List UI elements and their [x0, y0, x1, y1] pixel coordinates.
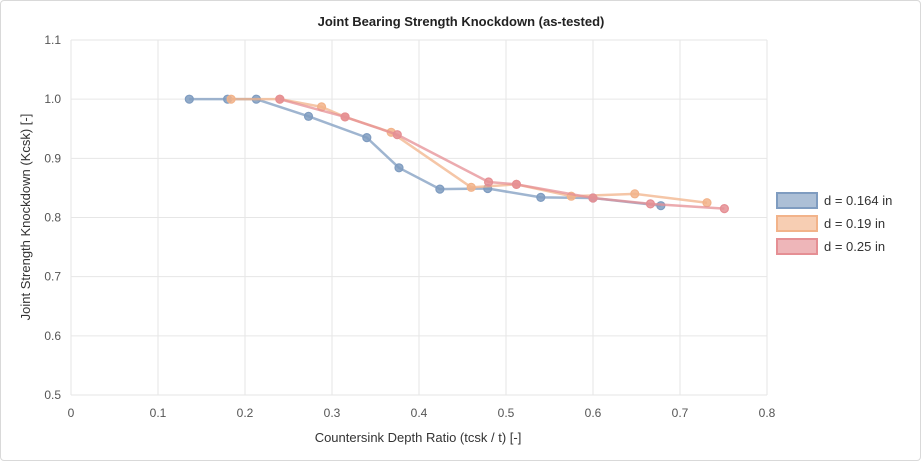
data-point — [630, 189, 640, 199]
x-axis-ticks: 0 0.1 0.2 0.3 0.4 0.5 0.6 0.7 0.8 — [68, 406, 776, 420]
x-tick-label: 0.1 — [150, 406, 167, 420]
data-point — [484, 177, 494, 187]
x-tick-label: 0 — [68, 406, 75, 420]
series-layer — [184, 94, 729, 214]
data-point — [466, 182, 476, 192]
y-tick-label: 0.7 — [44, 270, 61, 284]
data-point — [184, 94, 194, 104]
series-line — [279, 97, 725, 210]
data-point — [392, 130, 402, 140]
y-tick-label: 1.0 — [44, 92, 61, 106]
series-2 — [226, 94, 712, 208]
data-point — [226, 94, 236, 104]
legend: d = 0.164 in d = 0.19 in d = 0.25 in — [776, 192, 892, 255]
x-tick-label: 0.7 — [672, 406, 689, 420]
data-point — [340, 112, 350, 122]
legend-swatch — [776, 238, 818, 255]
chart-title: Joint Bearing Strength Knockdown (as-tes… — [318, 14, 605, 29]
series-3 — [275, 94, 729, 214]
data-point — [435, 184, 445, 194]
grid — [70, 39, 768, 396]
legend-swatch — [776, 215, 818, 232]
y-tick-label: 1.1 — [44, 33, 61, 47]
data-point — [303, 111, 314, 121]
data-point — [536, 192, 546, 202]
x-axis-title: Countersink Depth Ratio (tcsk / t) [-] — [315, 430, 522, 445]
x-tick-label: 0.4 — [411, 406, 428, 420]
x-tick-label: 0.8 — [759, 406, 776, 420]
x-tick-label: 0.3 — [324, 406, 341, 420]
data-point — [702, 198, 712, 208]
x-tick-label: 0.6 — [585, 406, 602, 420]
legend-label: d = 0.25 in — [824, 239, 885, 254]
legend-label: d = 0.164 in — [824, 193, 892, 208]
y-tick-label: 0.6 — [44, 329, 61, 343]
y-tick-label: 0.8 — [44, 211, 61, 225]
x-tick-label: 0.2 — [237, 406, 254, 420]
legend-label: d = 0.19 in — [824, 216, 885, 231]
data-point — [511, 179, 522, 189]
data-point — [275, 94, 285, 104]
series-line — [189, 97, 662, 207]
data-point — [645, 199, 656, 209]
legend-swatch — [776, 192, 818, 209]
y-axis-title: Joint Strength Knockdown (Kcsk) [-] — [18, 114, 33, 321]
y-tick-label: 0.5 — [44, 388, 61, 402]
y-axis-ticks: 0.5 0.6 0.7 0.8 0.9 1.0 1.1 — [44, 33, 61, 402]
x-tick-label: 0.5 — [498, 406, 515, 420]
data-point — [394, 163, 404, 173]
data-point — [719, 204, 729, 214]
data-point — [362, 133, 372, 143]
data-point — [588, 193, 598, 203]
y-tick-label: 0.9 — [44, 151, 61, 165]
series-line — [231, 97, 708, 204]
